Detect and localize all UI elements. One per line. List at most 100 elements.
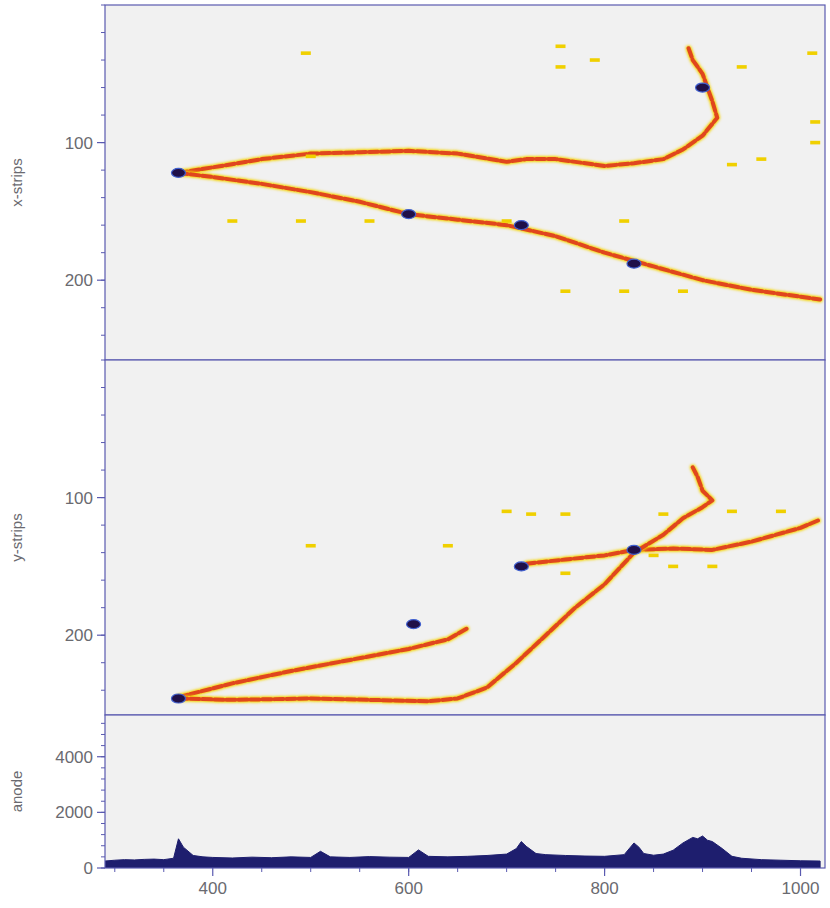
hot-spot: [514, 221, 528, 230]
y-minor-tick: [101, 442, 105, 443]
y-tick-label: 0: [84, 859, 93, 878]
y-axis-title: anode: [8, 771, 25, 813]
y-tick-label: 100: [65, 489, 93, 508]
x-tick-label: 400: [199, 879, 227, 898]
y-tick: [97, 497, 105, 498]
y-tick-label: 200: [65, 271, 93, 290]
y-minor-tick: [101, 252, 105, 253]
noise-hit: [727, 510, 737, 514]
x-tick-label: 800: [590, 879, 618, 898]
y-tick-label: 100: [65, 134, 93, 153]
noise-hit: [502, 510, 512, 514]
plot-background: [105, 715, 825, 868]
plot-frame: [105, 715, 825, 868]
plot-background: [105, 5, 825, 360]
y-minor-tick: [101, 635, 105, 636]
x-minor-tick: [604, 868, 605, 872]
y-minor-tick: [101, 856, 105, 857]
x-tick: [604, 868, 605, 876]
anode-signal: [105, 836, 820, 868]
track: [178, 173, 820, 300]
y-tick: [97, 142, 105, 143]
y-minor-tick: [101, 823, 105, 824]
noise-hit: [296, 219, 306, 223]
noise-hit: [556, 44, 566, 48]
noise-hit: [776, 510, 786, 514]
y-minor-tick: [101, 525, 105, 526]
noise-hit: [364, 219, 374, 223]
noise-hit: [560, 512, 570, 516]
x-minor-tick: [653, 868, 654, 872]
y-minor-tick: [101, 307, 105, 308]
y-axis-title: y-strips: [8, 513, 25, 561]
noise-hit: [810, 141, 820, 145]
noise-hit: [727, 163, 737, 167]
noise-hit: [707, 565, 717, 569]
hot-spot: [407, 620, 421, 629]
x-minor-tick: [702, 868, 703, 872]
track: [178, 46, 717, 173]
x-minor-tick: [506, 868, 507, 872]
plot-frame: [105, 360, 825, 715]
noise-hit: [560, 571, 570, 575]
hot-spot: [171, 168, 185, 177]
y-tick: [97, 635, 105, 636]
plot-area: [171, 44, 820, 299]
y-tick-label: 200: [65, 626, 93, 645]
y-minor-tick: [101, 607, 105, 608]
noise-hit: [807, 51, 817, 55]
x-tick-label: 600: [394, 879, 422, 898]
x-minor-tick: [310, 868, 311, 872]
noise-hit: [619, 219, 629, 223]
plot-background: [105, 360, 825, 715]
hot-spot: [627, 259, 641, 268]
y-minor-tick: [101, 662, 105, 663]
y-minor-tick: [101, 834, 105, 835]
hot-spot: [514, 562, 528, 571]
x-minor-tick: [800, 868, 801, 872]
x-minor-tick: [261, 868, 262, 872]
y-minor-tick: [101, 812, 105, 813]
noise-hit: [443, 544, 453, 548]
y-minor-tick: [101, 756, 105, 757]
y-minor-tick: [101, 87, 105, 88]
noise-hit: [502, 219, 512, 223]
hot-spot: [171, 694, 185, 703]
hot-spot: [696, 83, 710, 92]
noise-hit: [306, 544, 316, 548]
plot-frame: [105, 5, 825, 360]
hot-spot: [402, 210, 416, 219]
y-tick-label: 4000: [55, 748, 93, 767]
y-minor-tick: [101, 790, 105, 791]
y-minor-tick: [101, 580, 105, 581]
track: [178, 628, 467, 697]
y-minor-tick: [101, 552, 105, 553]
x-tick: [212, 868, 213, 876]
y-minor-tick: [101, 142, 105, 143]
noise-hit: [810, 120, 820, 124]
y-axis-title: x-strips: [8, 158, 25, 206]
x-minor-tick: [408, 868, 409, 872]
y-tick-label: 2000: [55, 803, 93, 822]
noise-hit: [590, 58, 600, 62]
y-minor-tick: [101, 723, 105, 724]
x-minor-tick: [163, 868, 164, 872]
y-minor-tick: [101, 280, 105, 281]
plot-area: [171, 467, 820, 703]
noise-hit: [306, 155, 316, 159]
noise-hit: [227, 219, 237, 223]
plot-area: [105, 836, 820, 868]
y-tick: [97, 812, 105, 813]
noise-hit: [756, 157, 766, 161]
y-minor-tick: [101, 415, 105, 416]
y-minor-tick: [101, 170, 105, 171]
x-tick: [800, 868, 801, 876]
y-minor-tick: [101, 225, 105, 226]
y-tick: [97, 756, 105, 757]
y-minor-tick: [101, 360, 105, 361]
x-tick-label: 1000: [782, 879, 820, 898]
x-minor-tick: [457, 868, 458, 872]
y-minor-tick: [101, 32, 105, 33]
y-minor-tick: [101, 115, 105, 116]
x-minor-tick: [751, 868, 752, 872]
